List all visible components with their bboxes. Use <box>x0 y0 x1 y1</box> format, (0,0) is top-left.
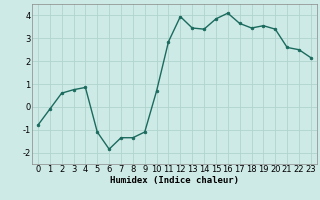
X-axis label: Humidex (Indice chaleur): Humidex (Indice chaleur) <box>110 176 239 185</box>
